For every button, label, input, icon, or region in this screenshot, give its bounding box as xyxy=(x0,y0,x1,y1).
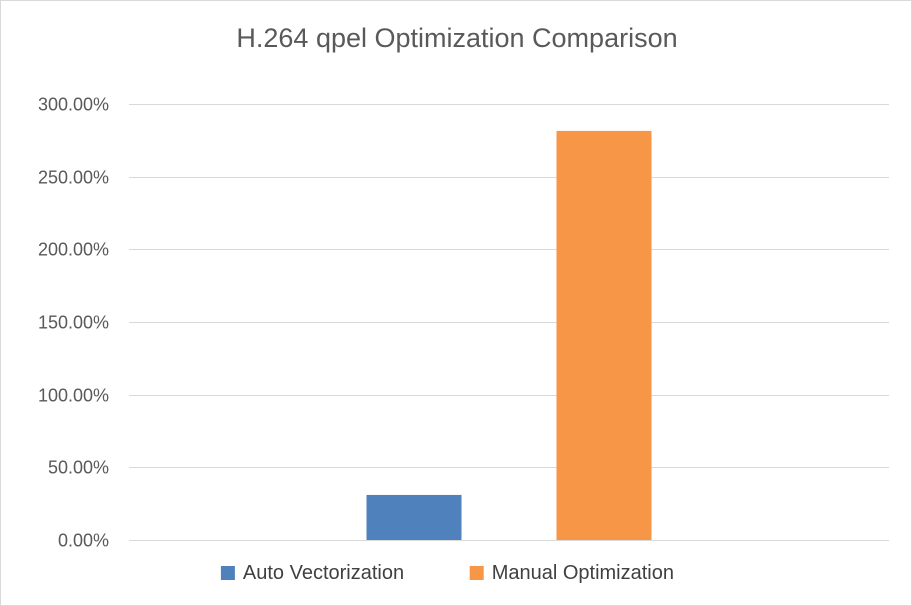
legend-label: Auto Vectorization xyxy=(243,562,404,584)
chart-title: H.264 qpel Optimization Comparison xyxy=(236,23,677,53)
y-tick-label: 50.00% xyxy=(48,458,109,478)
legend-swatch xyxy=(469,566,484,580)
y-tick-label: 150.00% xyxy=(38,313,109,333)
y-tick-label: 250.00% xyxy=(38,168,109,188)
y-tick-label: 0.00% xyxy=(58,531,109,551)
y-axis-ticks: 0.00% 50.00% 100.00% 150.00% 200.00% 250.00% 3… xyxy=(38,95,109,551)
bar-manual-optimization xyxy=(556,130,652,541)
y-tick-label: 300.00% xyxy=(38,95,109,115)
bar-auto-vectorization xyxy=(366,494,462,540)
gridlines xyxy=(129,104,889,541)
legend-label: Manual Optimization xyxy=(492,562,674,584)
y-tick-label: 200.00% xyxy=(38,240,109,260)
y-tick-label: 100.00% xyxy=(38,386,109,406)
bars xyxy=(366,130,652,541)
legend: Auto Vectorization Manual Optimization xyxy=(220,562,674,584)
legend-swatch xyxy=(220,566,235,580)
